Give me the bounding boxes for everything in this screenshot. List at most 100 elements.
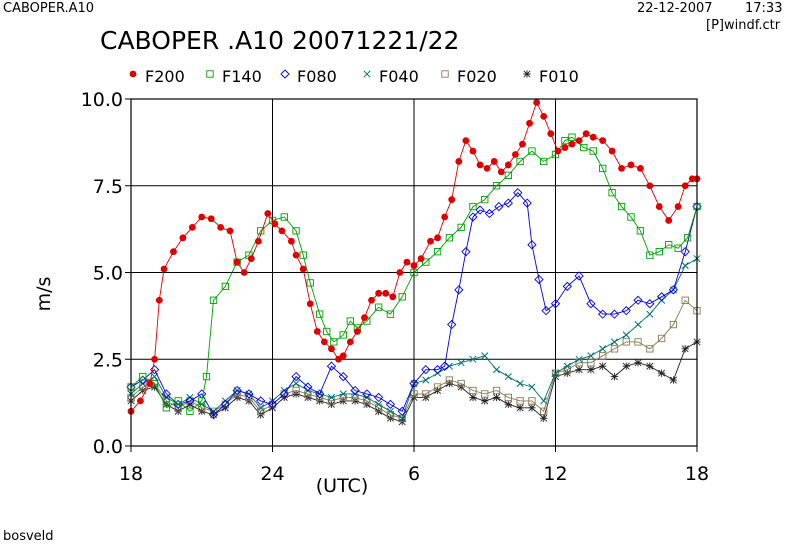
data-point (476, 161, 484, 169)
data-point (441, 213, 449, 221)
data-point (323, 327, 331, 336)
data-point (162, 404, 171, 412)
data-point (455, 158, 463, 165)
data-point (683, 234, 692, 242)
data-point (362, 389, 372, 399)
legend-label: F140 (222, 67, 262, 86)
data-point (433, 383, 442, 391)
data-point (299, 265, 307, 273)
data-point (599, 345, 607, 353)
data-point (580, 143, 588, 152)
data-point (587, 365, 595, 374)
data-point (574, 271, 584, 281)
data-point (185, 396, 195, 406)
data-point (398, 414, 406, 422)
data-point (550, 299, 561, 309)
data-point (589, 133, 597, 141)
data-point (516, 379, 524, 388)
legend-label: F010 (539, 67, 579, 86)
data-point (374, 303, 383, 311)
data-point (447, 319, 457, 330)
data-point (409, 378, 419, 389)
legend-item-f080: F080 (280, 67, 337, 86)
data-point (621, 306, 631, 316)
data-point (389, 293, 397, 301)
data-point (528, 383, 536, 391)
data-point (504, 161, 512, 169)
data-point (568, 140, 576, 148)
data-point (469, 147, 477, 155)
data-point (528, 397, 536, 405)
data-point (636, 227, 645, 235)
data-point (528, 404, 536, 412)
data-point (617, 202, 626, 211)
data-point (587, 352, 595, 360)
ctr-file: [P]windf.ctr (706, 18, 781, 33)
data-point (267, 399, 278, 409)
data-point (151, 355, 158, 363)
data-point (303, 382, 313, 392)
data-point (233, 258, 241, 266)
data-point (646, 251, 654, 259)
data-point (398, 293, 406, 301)
data-point (278, 227, 286, 235)
data-point (315, 389, 325, 399)
data-point (665, 217, 673, 224)
author: bosveld (3, 529, 54, 544)
data-point (481, 195, 489, 204)
data-point (257, 404, 265, 412)
data-point (427, 237, 434, 245)
y-tick-label: 7.5 (93, 176, 123, 198)
data-point (316, 310, 324, 318)
legend-label: F080 (297, 67, 337, 86)
data-point (610, 372, 619, 381)
legend-item-f140: F140 (206, 67, 262, 86)
data-point (610, 345, 619, 353)
data-point (445, 376, 454, 384)
series-line-f200 (130, 101, 697, 412)
data-point (646, 310, 654, 318)
data-point (599, 352, 607, 360)
data-point (457, 223, 465, 232)
data-point (361, 314, 368, 322)
data-point (646, 182, 654, 190)
data-point (202, 372, 211, 381)
data-point (422, 376, 430, 384)
x-axis-label: (UTC) (316, 475, 369, 497)
y-tick-label: 0.0 (93, 436, 123, 458)
data-point (386, 407, 394, 415)
data-point (634, 320, 642, 329)
data-point (589, 147, 597, 155)
data-point (160, 265, 168, 273)
data-point (575, 365, 583, 374)
print-time: 17:33 (745, 1, 783, 16)
data-point (244, 389, 254, 399)
data-point (221, 282, 229, 291)
data-point (186, 407, 194, 415)
data-point (669, 376, 678, 384)
data-point (656, 292, 667, 302)
data-point (207, 215, 215, 223)
data-point (410, 262, 418, 269)
data-point (665, 241, 673, 249)
data-point (469, 355, 477, 363)
data-point (350, 385, 360, 396)
data-point (657, 334, 666, 343)
data-point (497, 168, 505, 176)
data-point (313, 328, 321, 335)
data-point (680, 247, 690, 257)
data-point (681, 262, 689, 270)
data-point (385, 399, 396, 409)
x-tick-label: 6 (408, 463, 420, 485)
data-point (339, 331, 347, 339)
data-point (674, 203, 682, 210)
data-point (599, 137, 607, 145)
data-point (461, 247, 471, 257)
data-point (669, 320, 678, 329)
data-point (346, 317, 354, 325)
data-point (561, 136, 569, 145)
y-tick-label: 10.0 (81, 89, 123, 111)
legend-item-f020: F020 (441, 67, 497, 86)
data-point (598, 362, 607, 370)
data-point (240, 269, 248, 276)
